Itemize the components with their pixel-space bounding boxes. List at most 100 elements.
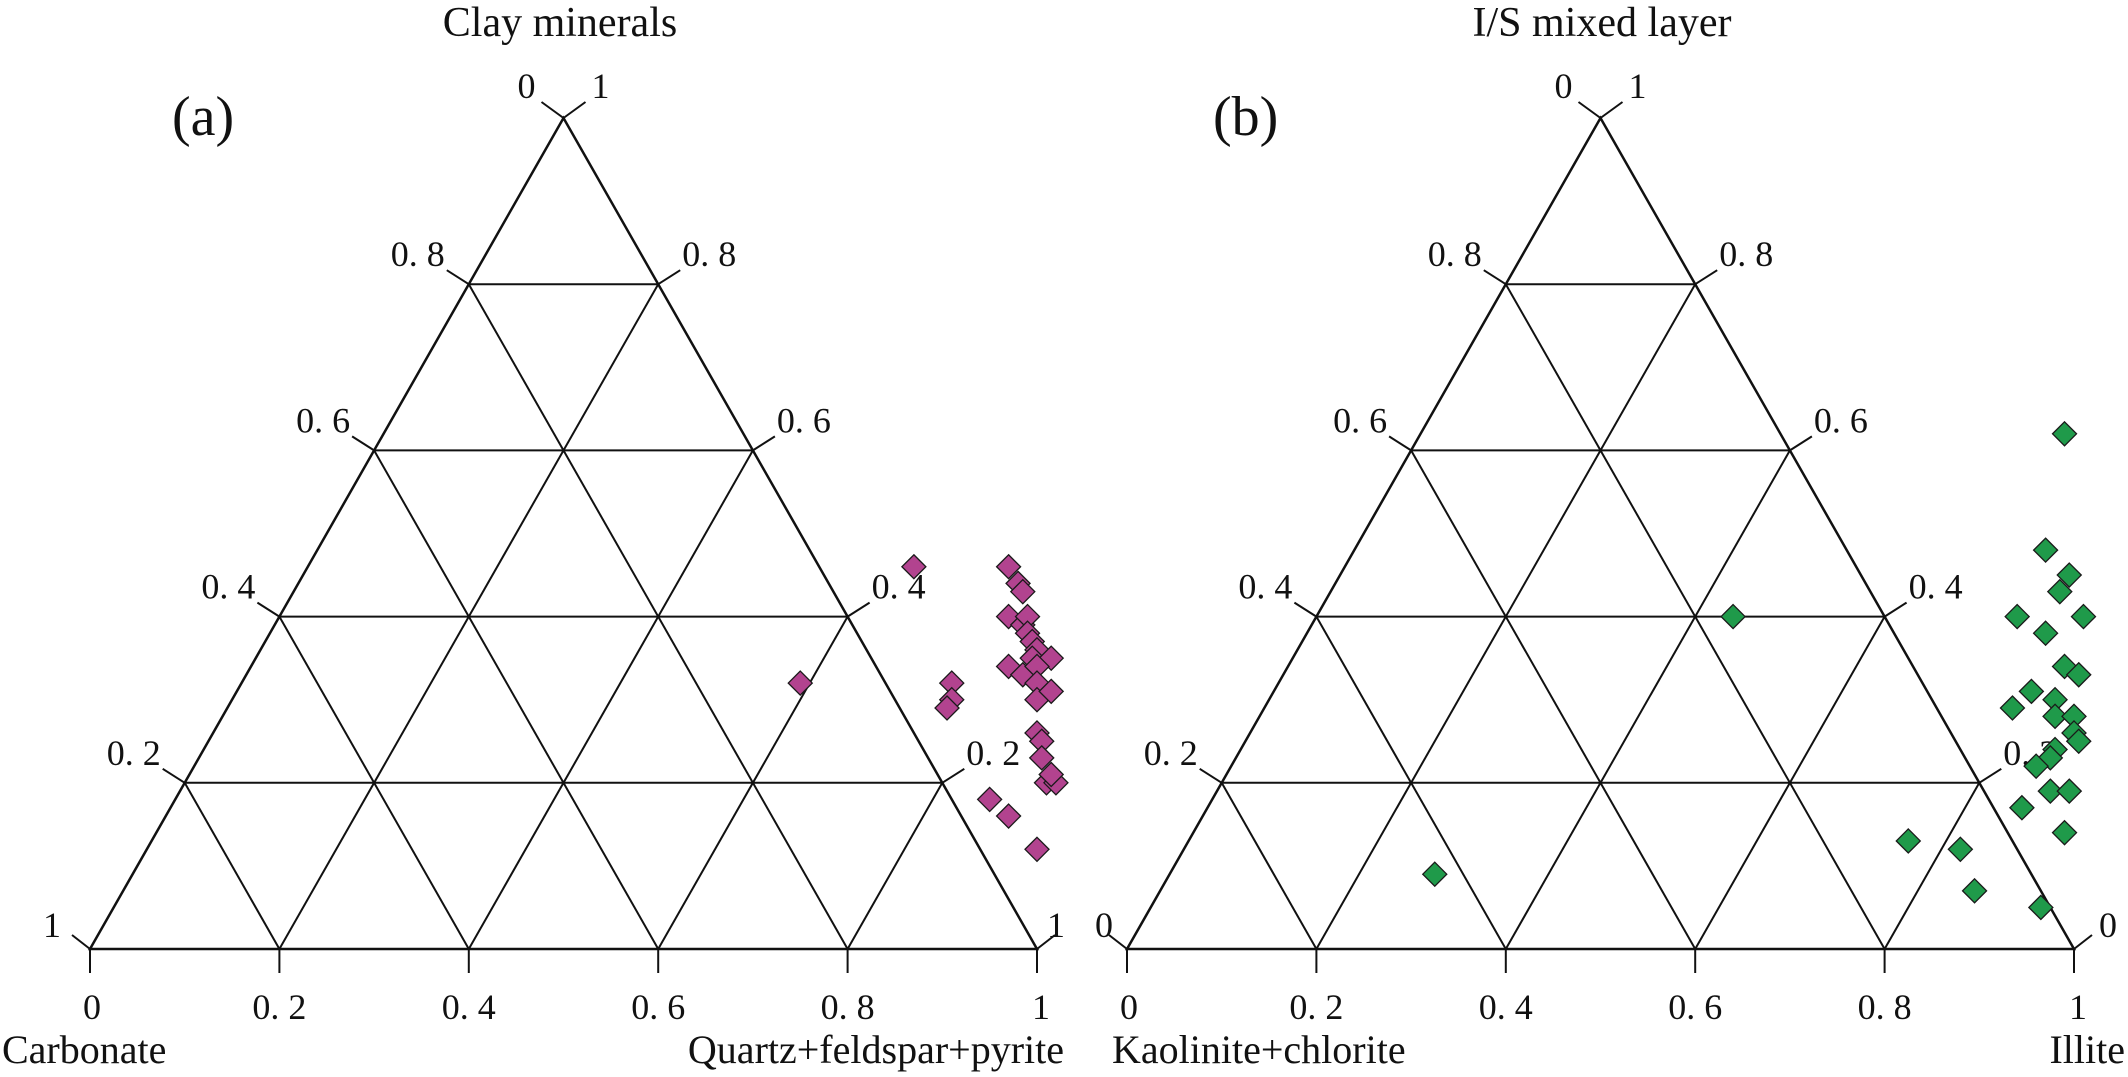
left-corner-tick [1108, 934, 1128, 950]
data-point-diamond [2037, 778, 2064, 805]
right-tick-label: 0. 8 [1719, 234, 1773, 274]
data-point-diamond [1895, 828, 1922, 854]
grid-line-diagonal-down [1220, 782, 1318, 950]
data-point-diamond [2051, 420, 2078, 447]
data-point-diamond [2032, 537, 2059, 564]
left-corner-label: 1 [43, 905, 61, 945]
bottom-left-axis-label: Kaolinite+chlorite [1112, 1027, 1406, 1072]
left-tick-label: 0. 6 [296, 400, 350, 440]
data-point-diamond [900, 553, 927, 580]
right-axis-tick [1694, 269, 1718, 286]
data-point-diamond [2023, 753, 2050, 780]
apex-left-tick [540, 101, 565, 119]
grid-line-diagonal-down [183, 782, 281, 950]
ternary-apex-title: I/S mixed layer [1473, 0, 1732, 46]
left-axis-tick [1388, 435, 1412, 452]
data-point-diamond [976, 786, 1003, 813]
data-point-diamond [2018, 678, 2045, 705]
left-corner-label: 0 [1095, 905, 1113, 945]
data-point-diamond [2070, 603, 2097, 630]
grid-line-diagonal-up [846, 782, 944, 950]
bottom-tick-label: 0 [83, 987, 101, 1027]
right-axis-tick [1884, 601, 1908, 618]
left-tick-label: 0. 6 [1333, 400, 1387, 440]
left-axis-tick [256, 601, 280, 618]
data-point-diamond [2008, 794, 2035, 821]
data-point-diamond [1720, 603, 1746, 630]
bottom-tick-label: 0. 4 [442, 987, 496, 1027]
triangle-outline [87, 115, 1040, 951]
right-tick-label: 0. 8 [682, 234, 736, 274]
apex-left-label: 0 [518, 66, 536, 106]
data-point-diamond [934, 695, 960, 721]
bottom-tick-label: 0. 2 [252, 987, 306, 1027]
data-point-diamond [1038, 678, 1065, 705]
grid-line-diagonal-down [1410, 449, 1697, 950]
data-point-diamond [1028, 744, 1055, 771]
data-point-diamond [2056, 562, 2083, 588]
data-point-diamond [1038, 761, 1065, 788]
left-corner-tick [71, 934, 91, 950]
panel-label: (b) [1213, 86, 1278, 148]
data-point-diamond [2004, 603, 2031, 630]
data-point-diamond [995, 803, 1022, 829]
bottom-tick-label: 0. 2 [1289, 987, 1343, 1027]
ternary-apex-title: Clay minerals [443, 0, 677, 46]
right-tick-label: 0. 6 [777, 400, 831, 440]
left-axis-tick [446, 269, 470, 286]
grid-line-diagonal-down [1315, 616, 1507, 950]
bottom-tick-label: 0. 6 [631, 987, 685, 1027]
left-axis-tick [351, 435, 375, 452]
right-axis-tick [941, 767, 965, 784]
bottom-right-axis-label: Illite [2049, 1027, 2125, 1072]
data-point-diamond [787, 670, 814, 696]
bottom-tick-label: 0. 8 [821, 987, 875, 1027]
left-tick-label: 0. 2 [1144, 733, 1198, 773]
ternary-panel-a: 0 0. 2 0. 4 0. 6 0. 8 1 0. 2 0. 4 0. 6 0. 8 0. 8 0.… [2, 0, 1069, 1072]
triangle-outline [1124, 115, 2077, 951]
data-point-diamond [1947, 836, 1974, 863]
bottom-tick-label: 0. 4 [1479, 987, 1533, 1027]
grid-line-diagonal-down [373, 449, 660, 950]
ternary-panel-b: 0 0. 2 0. 4 0. 6 0. 8 1 0. 2 0. 4 0. 6 0. 8 0. 8 0.… [1095, 0, 2125, 1072]
bottom-tick-label: 1 [2069, 987, 2087, 1027]
grid-line-diagonal-up [1504, 449, 1791, 950]
left-tick-label: 0. 2 [107, 733, 161, 773]
right-axis-tick [752, 435, 776, 452]
left-tick-label: 0. 4 [1238, 567, 1292, 607]
right-corner-label: 1 [1047, 905, 1065, 945]
data-point-diamond [2027, 894, 2054, 921]
left-axis-tick [1293, 601, 1317, 618]
apex-left-tick [1577, 101, 1602, 119]
grid-line-diagonal-down [467, 283, 849, 950]
apex-right-tick [1599, 101, 1624, 119]
right-corner-tick [2073, 934, 2093, 950]
data-point-diamond [2032, 620, 2059, 647]
grid-line-diagonal-up [467, 449, 754, 950]
data-point-diamond [2042, 703, 2068, 730]
right-tick-label: 0. 4 [1909, 567, 1963, 607]
apex-right-tick [562, 101, 587, 119]
right-tick-label: 0. 2 [966, 733, 1020, 773]
data-point-diamond [1024, 836, 1050, 863]
bottom-tick-label: 0. 6 [1668, 987, 1722, 1027]
right-axis-tick [1978, 767, 2002, 784]
grid-line-diagonal-up [1883, 782, 1981, 950]
bottom-tick-label: 0. 8 [1858, 987, 1912, 1027]
data-point-diamond [2065, 728, 2092, 755]
apex-left-label: 0 [1555, 66, 1573, 106]
left-axis-tick [1199, 767, 1223, 784]
apex-right-label: 1 [1629, 66, 1647, 106]
right-corner-tick [1036, 934, 1056, 950]
left-axis-tick [1483, 269, 1507, 286]
bottom-left-axis-label: Carbonate [2, 1027, 166, 1072]
data-point-diamond [1009, 578, 1036, 605]
data-point-diamond [2046, 578, 2073, 605]
data-point-diamond [1961, 877, 1988, 904]
left-tick-label: 0. 4 [201, 567, 255, 607]
data-point-diamond [2056, 778, 2083, 805]
bottom-tick-label: 1 [1032, 987, 1050, 1027]
data-point-diamond [2065, 661, 2092, 688]
data-point-diamond [995, 553, 1022, 580]
